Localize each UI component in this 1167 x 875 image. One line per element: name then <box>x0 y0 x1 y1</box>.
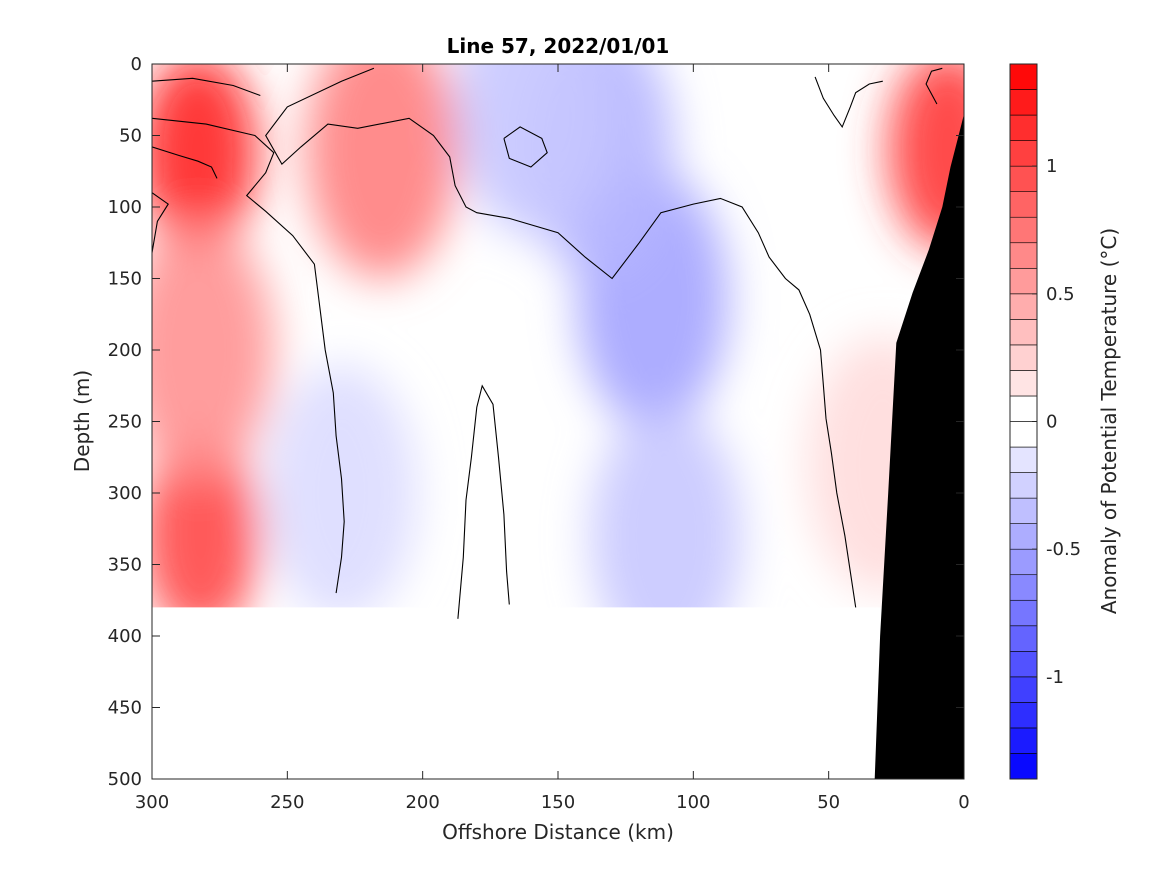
zero-contour <box>925 67 943 105</box>
zero-contour <box>152 77 261 97</box>
colorbar-band <box>1009 625 1038 652</box>
colorbar-band <box>1009 753 1038 780</box>
colorbar-ticks: 1 0.5 0 -0.5 -1 <box>1032 156 1081 688</box>
y-tick-label: 300 <box>108 483 142 504</box>
anomaly-blob <box>152 64 258 253</box>
x-tick-label: 100 <box>676 792 710 813</box>
y-axis-label: Depth (m) <box>70 370 94 472</box>
y-tick-label: 150 <box>108 269 142 290</box>
anomaly-blob <box>590 407 743 608</box>
chart-title: Line 57, 2022/01/01 <box>447 34 670 58</box>
colorbar-band <box>1009 548 1038 576</box>
x-tick-label: 50 <box>817 792 840 813</box>
y-tick-label: 350 <box>108 555 142 576</box>
colorbar-band <box>1009 472 1038 499</box>
colorbar-band <box>1009 63 1038 90</box>
colorbar-band <box>1009 395 1038 422</box>
colorbar-band <box>1009 599 1038 627</box>
colorbar-band <box>1009 574 1038 601</box>
colorbar-tick-label: 0.5 <box>1046 284 1075 305</box>
colorbar-band <box>1009 523 1038 550</box>
colorbar-band <box>1009 727 1038 754</box>
zero-contour <box>152 192 169 253</box>
colorbar <box>1009 63 1038 780</box>
zero-contour <box>265 67 857 608</box>
colorbar-label: Anomaly of Potential Temperature (°C) <box>1097 228 1121 614</box>
colorbar-tick-label: 1 <box>1046 156 1057 177</box>
zero-contour <box>814 76 883 129</box>
colorbar-band <box>1009 114 1038 141</box>
y-tick-label: 450 <box>108 698 142 719</box>
colorbar-tick-label: -1 <box>1046 667 1064 688</box>
y-tick-label: 0 <box>131 54 142 75</box>
anomaly-blob <box>306 64 458 279</box>
anomaly-blob <box>152 221 274 479</box>
anomaly-blob <box>455 64 607 236</box>
y-tick-label: 50 <box>119 126 142 147</box>
colorbar-band <box>1009 191 1038 218</box>
anomaly-blob <box>152 435 261 608</box>
zero-contour-lines <box>152 67 943 619</box>
seafloor <box>874 114 964 779</box>
y-tick-label: 400 <box>108 626 142 647</box>
y-axis-ticks: 0 50 100 150 200 250 300 350 400 450 500 <box>108 54 964 790</box>
colorbar-band <box>1009 242 1038 269</box>
x-tick-label: 150 <box>541 792 575 813</box>
zero-contour <box>152 146 218 179</box>
x-tick-label: 0 <box>958 792 969 813</box>
colorbar-band <box>1009 446 1038 473</box>
x-tick-label: 200 <box>405 792 439 813</box>
colorbar-band <box>1009 702 1038 729</box>
colorbar-band <box>1009 267 1038 295</box>
colorbar-band <box>1009 497 1038 524</box>
colorbar-band <box>1009 165 1038 192</box>
y-tick-label: 100 <box>108 197 142 218</box>
y-tick-label: 200 <box>108 340 142 361</box>
seafloor-shape <box>874 114 964 779</box>
zero-contour <box>503 126 548 168</box>
x-tick-label: 250 <box>270 792 304 813</box>
colorbar-tick-label: -0.5 <box>1046 539 1081 560</box>
zero-contour <box>152 117 345 594</box>
x-tick-label: 300 <box>135 792 169 813</box>
x-axis-label: Offshore Distance (km) <box>442 820 674 844</box>
colorbar-band <box>1009 319 1038 346</box>
colorbar-band <box>1009 216 1038 244</box>
colorbar-band <box>1009 89 1038 116</box>
zero-contour <box>457 384 510 619</box>
colorbar-band <box>1009 344 1038 371</box>
y-tick-label: 250 <box>108 412 142 433</box>
colorbar-band <box>1009 651 1038 678</box>
colorbar-band <box>1009 140 1038 167</box>
colorbar-band <box>1009 421 1038 448</box>
colorbar-tick-label: 0 <box>1046 412 1057 433</box>
colorbar-band <box>1009 370 1038 397</box>
colorbar-band <box>1009 676 1038 703</box>
anomaly-blob <box>265 364 418 608</box>
y-tick-label: 500 <box>108 769 142 790</box>
colorbar-band <box>1009 293 1038 320</box>
x-axis-ticks: 300 250 200 150 100 50 0 <box>135 64 970 813</box>
